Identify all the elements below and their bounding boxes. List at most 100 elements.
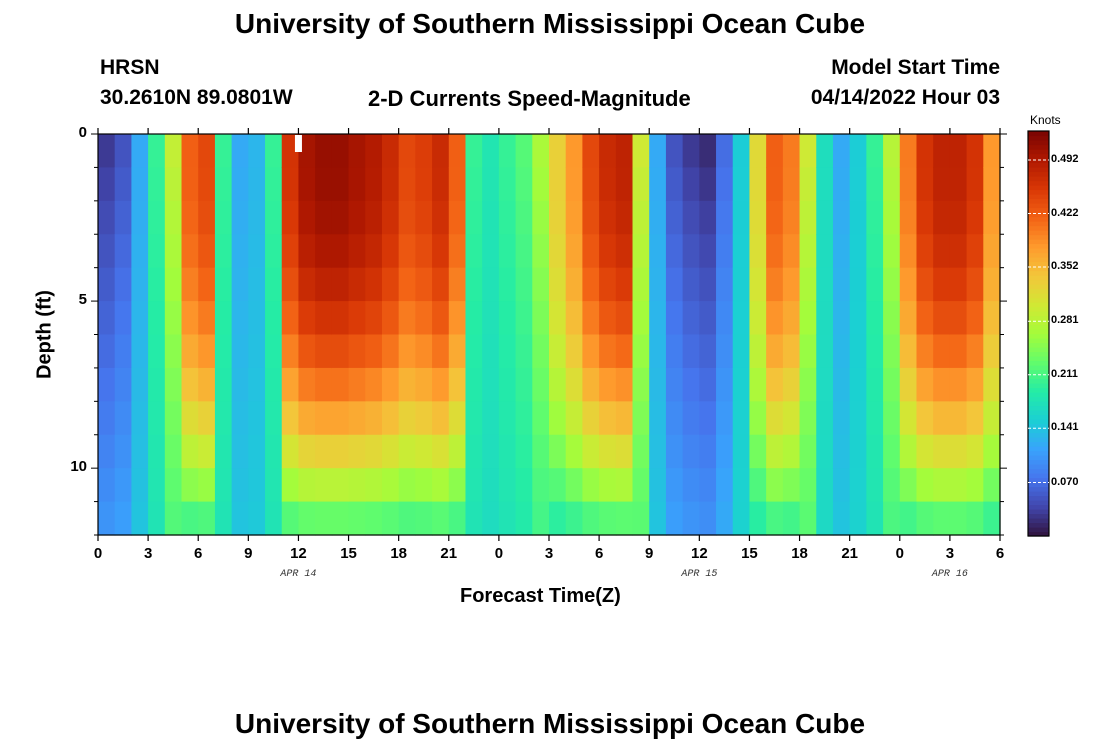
heatmap-cell — [515, 134, 533, 169]
heatmap-cell — [983, 134, 1001, 169]
heatmap-cell — [432, 200, 450, 235]
heatmap-cell — [565, 200, 584, 235]
heatmap-cell — [498, 468, 517, 503]
heatmap-cell — [98, 367, 116, 402]
heatmap-cell — [432, 334, 450, 369]
heatmap-cell — [348, 301, 366, 336]
heatmap-cell — [983, 267, 1001, 302]
heatmap-cell — [699, 301, 717, 336]
heatmap-cell — [766, 267, 784, 302]
model-start-label: Model Start Time — [831, 56, 1000, 79]
heatmap-cell — [148, 134, 166, 169]
heatmap-cell — [265, 468, 283, 503]
heatmap-cell — [181, 367, 199, 402]
heatmap-cell — [198, 334, 216, 369]
heatmap-cell — [281, 267, 300, 302]
heatmap-cell — [649, 200, 667, 235]
heatmap-cell — [649, 134, 667, 169]
colorbar-segment — [1028, 383, 1049, 389]
heatmap-cell — [98, 434, 116, 469]
heatmap-cell — [532, 301, 550, 336]
heatmap-cell — [599, 434, 617, 469]
heatmap-cell — [432, 134, 450, 169]
heatmap-cell — [515, 167, 533, 202]
heatmap-cell — [883, 301, 901, 336]
heatmap-cell — [983, 234, 1001, 269]
heatmap-cell — [432, 434, 450, 469]
heatmap-cell — [749, 334, 767, 369]
heatmap-cell — [365, 334, 383, 369]
heatmap-cell — [315, 234, 333, 269]
heatmap-cells — [98, 134, 1001, 536]
heatmap-cell — [949, 468, 968, 503]
heatmap-cell — [799, 234, 817, 269]
heatmap-cell — [849, 234, 867, 269]
heatmap-cell — [231, 200, 249, 235]
heatmap-cell — [448, 234, 467, 269]
heatmap-cell — [398, 501, 416, 536]
heatmap-cell — [665, 167, 684, 202]
heatmap-cell — [766, 434, 784, 469]
heatmap-cell — [615, 468, 634, 503]
heatmap-cell — [281, 200, 300, 235]
heatmap-cell — [298, 434, 316, 469]
heatmap-cell — [665, 301, 684, 336]
heatmap-cell — [749, 267, 767, 302]
x-tick-label: 9 — [645, 545, 654, 562]
heatmap-cell — [315, 301, 333, 336]
heatmap-cell — [98, 301, 116, 336]
heatmap-cell — [949, 267, 968, 302]
heatmap-cell — [348, 334, 366, 369]
heatmap-cell — [732, 234, 751, 269]
x-axis-label: Forecast Time(Z) — [460, 585, 621, 607]
heatmap-cell — [415, 334, 433, 369]
heatmap-cell — [114, 267, 133, 302]
heatmap-cell — [532, 200, 550, 235]
heatmap-cell — [933, 501, 951, 536]
heatmap-cell — [665, 334, 684, 369]
x-tick-label: 9 — [244, 545, 253, 562]
heatmap-cell — [682, 401, 700, 436]
heatmap-cell — [966, 334, 984, 369]
heatmap-cell — [565, 468, 584, 503]
heatmap-cell — [716, 134, 734, 169]
heatmap-cell — [164, 301, 183, 336]
model-start-value: 04/14/2022 Hour 03 — [810, 86, 1000, 109]
heatmap-cell — [949, 200, 968, 235]
heatmap-cell — [532, 234, 550, 269]
colorbar-segment — [1028, 203, 1049, 209]
heatmap-cell — [632, 434, 650, 469]
heatmap-cell — [549, 134, 567, 169]
heatmap-cell — [432, 501, 450, 536]
heatmap-cell — [916, 367, 934, 402]
heatmap-cell — [231, 334, 249, 369]
colorbar-tick-label: 0.070 — [1051, 475, 1079, 488]
heatmap-cell — [866, 468, 884, 503]
heatmap-cell — [231, 501, 249, 536]
x-tick-label: 6 — [995, 545, 1005, 562]
heatmap-cell — [966, 401, 984, 436]
heatmap-cell — [866, 301, 884, 336]
heatmap-cell — [916, 334, 934, 369]
heatmap-cell — [582, 401, 600, 436]
heatmap-cell — [365, 267, 383, 302]
heatmap-cell — [298, 134, 316, 169]
current-time-marker-bar — [294, 135, 302, 152]
heatmap-cell — [498, 167, 517, 202]
heatmap-cell — [866, 434, 884, 469]
heatmap-cell — [983, 401, 1001, 436]
heatmap-cell — [131, 401, 149, 436]
heatmap-cell — [214, 200, 233, 235]
heatmap-cell — [799, 301, 817, 336]
heatmap-cell — [782, 367, 801, 402]
heatmap-cell — [231, 267, 249, 302]
heatmap-cell — [131, 301, 149, 336]
heatmap-cell — [899, 367, 918, 402]
heatmap-cell — [649, 501, 667, 536]
heatmap-cell — [799, 267, 817, 302]
heatmap-cell — [816, 367, 834, 402]
colorbar-tick-label: 0.352 — [1051, 260, 1079, 273]
heatmap-cell — [181, 401, 199, 436]
heatmap-cell — [148, 401, 166, 436]
heatmap-cell — [849, 334, 867, 369]
